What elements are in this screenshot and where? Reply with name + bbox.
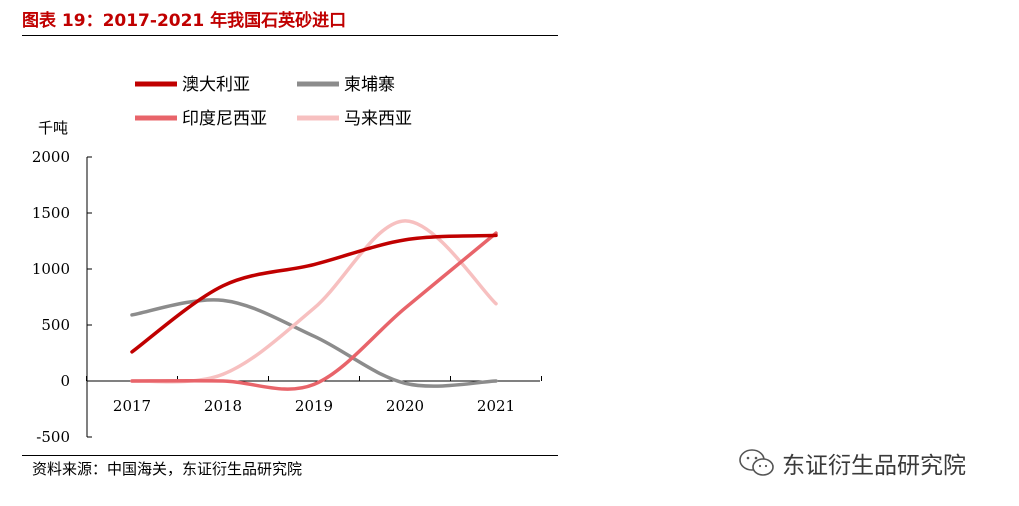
x-tick-label: 2017 [113, 397, 151, 415]
y-tick-label: 1000 [32, 260, 70, 278]
figure-title: 图表 19：2017-2021 年我国石英砂进口 [22, 11, 347, 31]
legend-item: 柬埔寨 [297, 75, 395, 95]
series-lines [130, 219, 498, 391]
x-tick-label: 2021 [477, 397, 515, 415]
y-tick-label: 500 [41, 316, 70, 334]
legend-label: 马来西亚 [344, 109, 412, 129]
y-tick-label: 0 [60, 372, 70, 390]
y-tick-label: 1500 [32, 204, 70, 222]
wechat-icon [739, 449, 774, 476]
series-line-0 [130, 233, 498, 354]
source-rule [22, 455, 558, 456]
x-tick-label: 2020 [386, 397, 424, 415]
watermark: 东证衍生品研究院 [738, 446, 966, 480]
title-rule [22, 35, 558, 36]
legend-label: 印度尼西亚 [182, 109, 267, 129]
legend-item: 澳大利亚 [135, 75, 250, 95]
series-line-2 [130, 231, 498, 391]
y-tick-label: 2000 [32, 148, 70, 166]
x-tick-label: 2018 [204, 397, 242, 415]
legend-item: 马来西亚 [297, 109, 412, 129]
legend-label: 澳大利亚 [182, 75, 250, 95]
y-axis-label: 千吨 [38, 119, 68, 137]
watermark-text: 东证衍生品研究院 [782, 453, 966, 479]
series-line-1 [130, 298, 498, 388]
legend-label: 柬埔寨 [344, 75, 395, 95]
source-note: 资料来源：中国海关，东证衍生品研究院 [32, 460, 303, 478]
legend-item: 印度尼西亚 [135, 109, 267, 129]
y-tick-label: -500 [36, 428, 70, 446]
x-tick-label: 2019 [295, 397, 333, 415]
axes: 2000 1500 1000 500 0 -500 2017 2018 2019 2020 2021 [32, 148, 542, 446]
